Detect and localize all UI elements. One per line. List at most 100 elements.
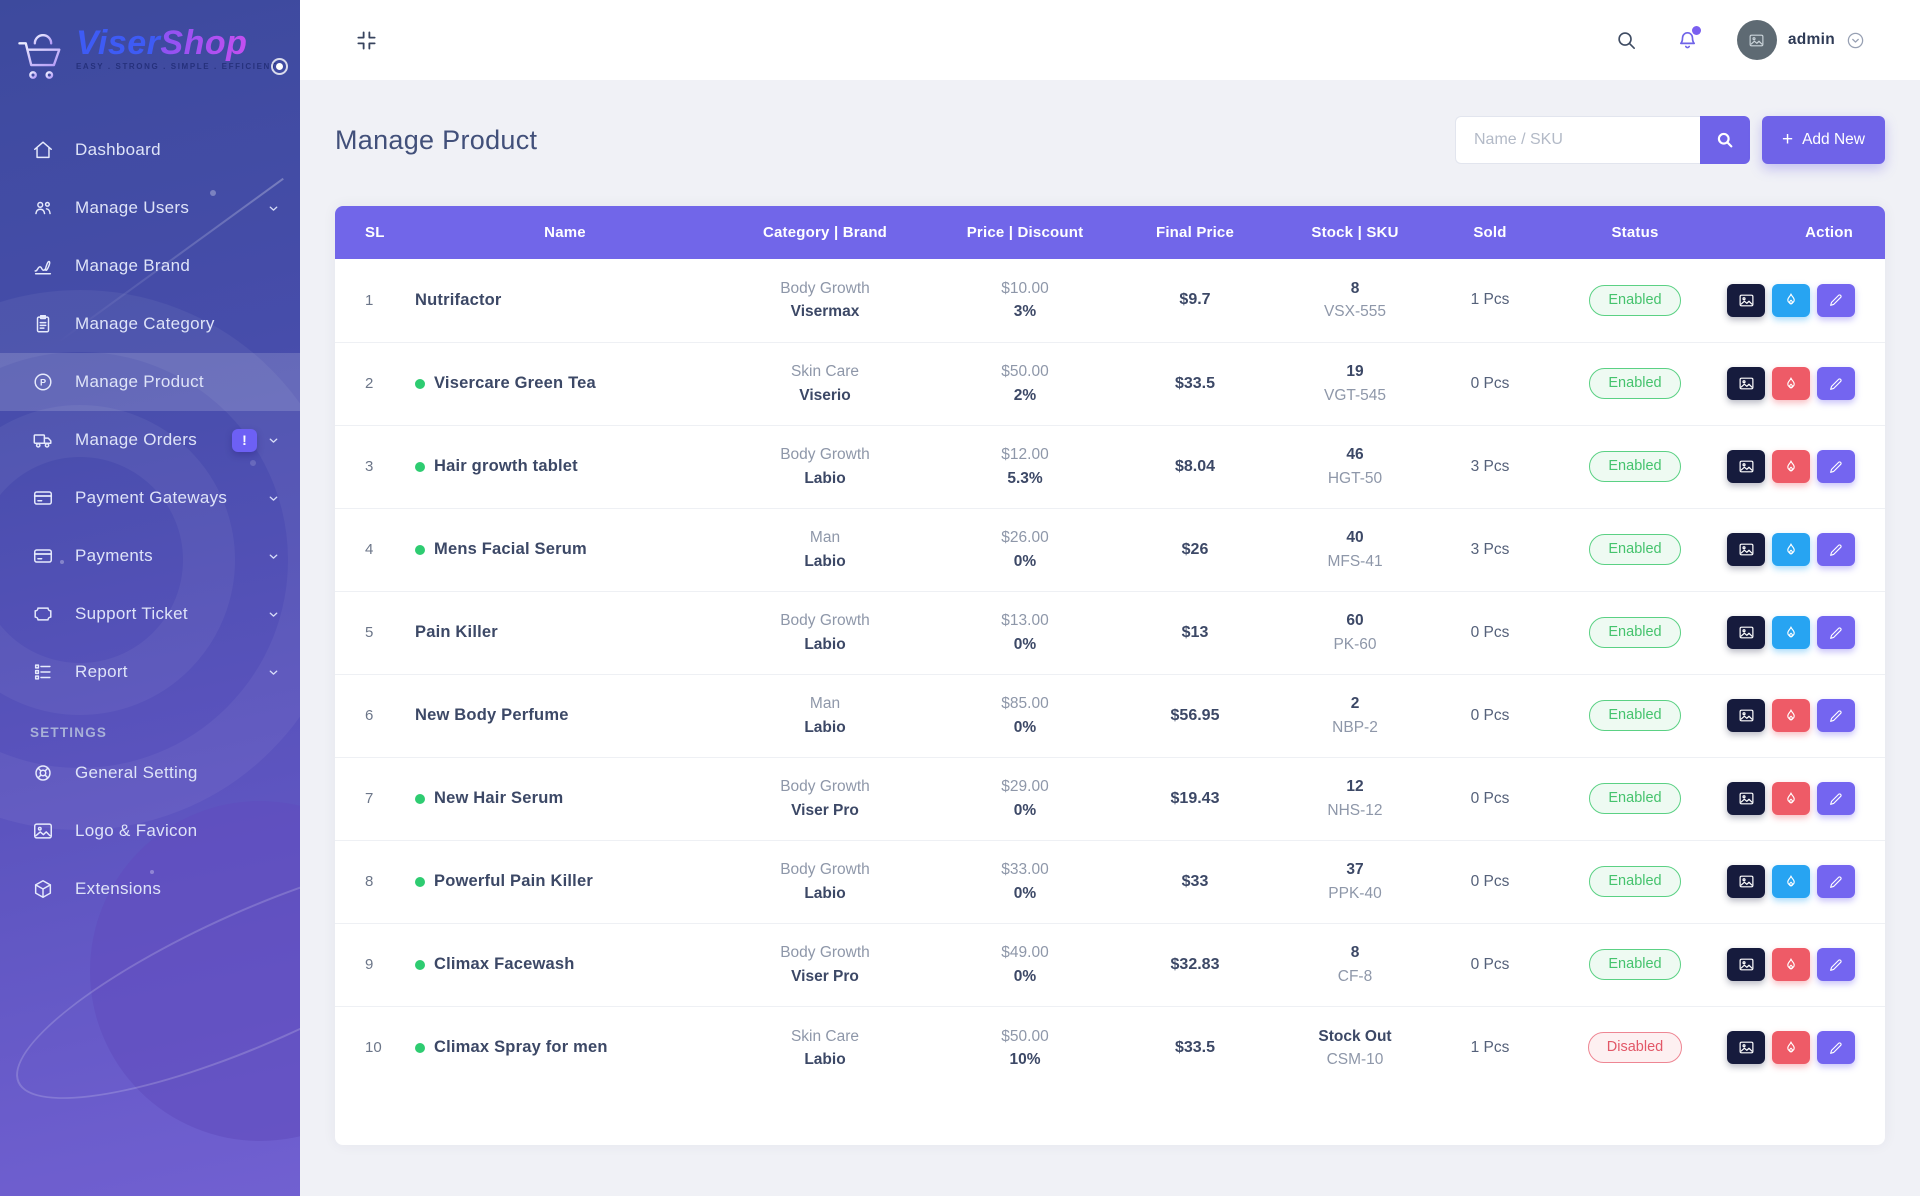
product-name: New Hair Serum: [434, 789, 564, 807]
sidebar-item-general-setting[interactable]: General Setting: [0, 744, 300, 802]
image-icon: [1739, 543, 1753, 556]
image-button[interactable]: [1727, 533, 1765, 566]
add-new-button[interactable]: + Add New: [1761, 116, 1885, 164]
sold-count: 0 Pcs: [1435, 341, 1545, 425]
sku: HGT-50: [1327, 469, 1383, 487]
brand[interactable]: ViserShop EASY . STRONG . SIMPLE . EFFIC…: [0, 0, 300, 87]
sidebar-item-manage-brand[interactable]: Manage Brand: [0, 237, 300, 295]
chevron-down-icon: [1846, 31, 1865, 50]
column-header: Name: [415, 206, 715, 259]
sidebar-item-manage-product[interactable]: P Manage Product: [0, 353, 300, 411]
stock: 2: [1350, 695, 1360, 713]
category-brand-cell: Skin Care Viserio: [715, 341, 935, 425]
price-discount-cell: $12.00 5.3%: [935, 424, 1115, 508]
row-serial: 1: [365, 291, 374, 309]
feature-button[interactable]: [1772, 533, 1810, 566]
final-price: $33: [1115, 839, 1275, 923]
sidebar-item-manage-users[interactable]: Manage Users: [0, 179, 300, 237]
row-serial: 5: [335, 590, 415, 674]
feature-button[interactable]: [1772, 1031, 1810, 1065]
edit-button[interactable]: [1817, 699, 1855, 732]
status-cell: Enabled: [1545, 922, 1725, 1006]
user-menu[interactable]: admin: [1736, 20, 1865, 60]
ticket-icon: [30, 603, 56, 625]
pencil-icon: [1830, 792, 1842, 805]
price-discount-cell: $29.00 0%: [935, 756, 1115, 840]
stock: 37: [1346, 861, 1364, 879]
price: $50.00: [1001, 363, 1049, 381]
price-discount-cell: $26.00 0%: [935, 507, 1115, 591]
sold-count: 1 Pcs: [1470, 291, 1510, 309]
chevron-down-icon: [267, 434, 280, 447]
image-button[interactable]: [1727, 450, 1765, 483]
users-icon: [30, 197, 56, 219]
feature-button[interactable]: [1772, 450, 1810, 483]
feature-button[interactable]: [1772, 616, 1810, 649]
discount: 5.3%: [1007, 469, 1043, 487]
sidebar-item-support-ticket[interactable]: Support Ticket: [0, 585, 300, 643]
image-button[interactable]: [1727, 616, 1765, 649]
edit-button[interactable]: [1817, 616, 1855, 649]
home-icon: [30, 139, 56, 161]
status-badge: Enabled: [1589, 949, 1681, 980]
category: Body Growth: [780, 280, 870, 297]
status-badge: Enabled: [1589, 284, 1681, 316]
brand-name: ViserShop: [76, 24, 248, 62]
sidebar-item-dashboard[interactable]: Dashboard: [0, 121, 300, 179]
stock-sku-cell: 12 NHS-12: [1275, 756, 1435, 840]
row-serial: 10: [335, 1005, 415, 1089]
sidebar-item-manage-orders[interactable]: Manage Orders !: [0, 411, 300, 469]
sidebar-item-extensions[interactable]: Extensions: [0, 860, 300, 918]
product-table: SL Name Category | Brand Price | Discount Fi…: [335, 206, 1885, 1089]
edit-button[interactable]: [1817, 533, 1855, 566]
credit-card-icon: [30, 545, 56, 567]
topbar: admin: [300, 0, 1920, 80]
feature-button[interactable]: [1772, 367, 1810, 400]
product-icon: P: [30, 371, 56, 393]
image-button[interactable]: [1727, 948, 1765, 981]
collapse-icon[interactable]: [355, 29, 378, 52]
feature-button[interactable]: [1772, 699, 1810, 732]
sidebar-item-manage-category[interactable]: Manage Category: [0, 295, 300, 353]
sku: PK-60: [1333, 635, 1377, 653]
edit-button[interactable]: [1817, 948, 1855, 981]
sidebar-item-report[interactable]: Report: [0, 643, 300, 701]
image-button[interactable]: [1727, 782, 1765, 815]
image-button[interactable]: [1727, 367, 1765, 400]
image-button[interactable]: [1727, 699, 1765, 732]
feature-button[interactable]: [1772, 283, 1810, 317]
chevron-down-icon: [267, 666, 280, 679]
discount: 0%: [1013, 718, 1037, 736]
search-button[interactable]: [1699, 116, 1750, 164]
sidebar-item-payments[interactable]: Payments: [0, 527, 300, 585]
category-brand-cell: Body Growth Viser Pro: [715, 756, 935, 840]
image-button[interactable]: [1727, 283, 1765, 317]
feature-button[interactable]: [1772, 948, 1810, 981]
search-icon[interactable]: [1615, 29, 1638, 52]
sidebar-toggle[interactable]: [271, 58, 288, 75]
feature-button[interactable]: [1772, 782, 1810, 815]
chevron-down-icon: [267, 550, 280, 563]
image-icon: [1739, 460, 1753, 473]
brand-name: Labio: [804, 718, 846, 736]
edit-button[interactable]: [1817, 865, 1855, 898]
edit-button[interactable]: [1817, 283, 1855, 317]
row-serial: 2: [335, 341, 415, 425]
category: Body Growth: [780, 446, 870, 464]
image-button[interactable]: [1727, 865, 1765, 898]
search-input[interactable]: [1454, 116, 1700, 164]
gear-icon: [30, 762, 56, 784]
image-button[interactable]: [1727, 1031, 1765, 1065]
edit-button[interactable]: [1817, 782, 1855, 815]
main-area: admin Manage Product: [300, 0, 1920, 1196]
feature-button[interactable]: [1772, 865, 1810, 898]
status-cell: Enabled: [1545, 259, 1725, 342]
bell-icon[interactable]: [1676, 25, 1701, 52]
sku: CSM-10: [1326, 1050, 1384, 1068]
sidebar-item-logo-favicon[interactable]: Logo & Favicon: [0, 802, 300, 860]
edit-button[interactable]: [1817, 1031, 1855, 1065]
edit-button[interactable]: [1817, 367, 1855, 400]
sidebar-item-payment-gateways[interactable]: Payment Gateways: [0, 469, 300, 527]
truck-icon: [30, 429, 56, 451]
edit-button[interactable]: [1817, 450, 1855, 483]
